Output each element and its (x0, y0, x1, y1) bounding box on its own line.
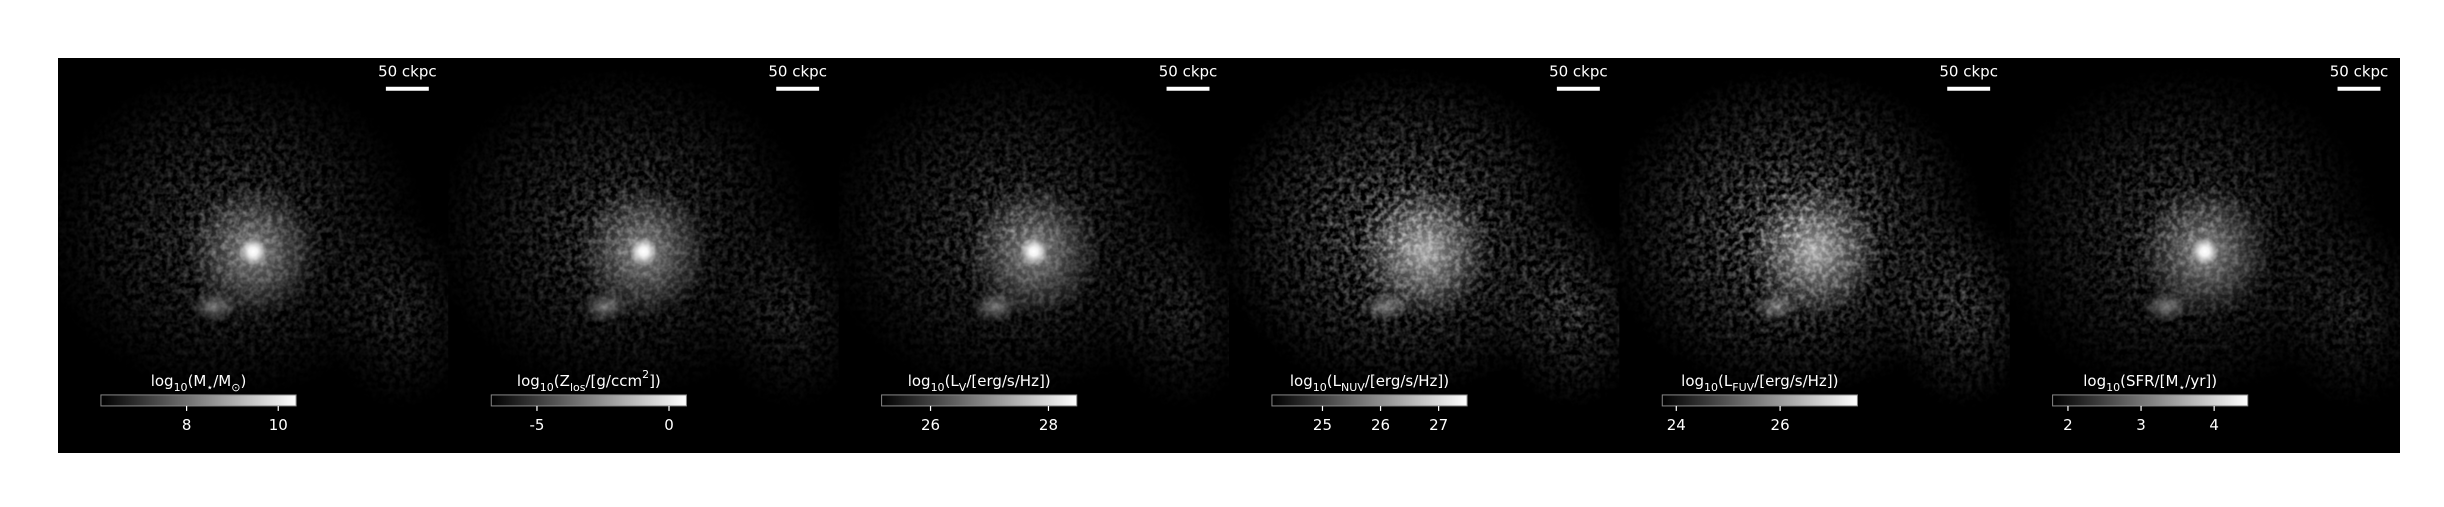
colorbar-tick-label: 4 (2209, 416, 2219, 434)
galaxy-core (2190, 237, 2219, 266)
panel: 50 ckpc log10(SFR/[M⋆/yr]) 2 3 4 (2009, 58, 2400, 453)
galaxy-core (1019, 237, 1048, 266)
label-part: (M (188, 372, 207, 390)
label-part: /[erg/s/Hz]) (966, 372, 1050, 390)
galaxy-core (239, 237, 268, 266)
label-part: los (570, 381, 586, 394)
label-part: /M (213, 372, 231, 390)
galaxy-image (2009, 58, 2400, 453)
colorbar-label: log10(LFUV/[erg/s/Hz]) (1681, 372, 1838, 394)
label-part: /[erg/s/Hz]) (1365, 372, 1449, 390)
label-part: V (959, 381, 967, 394)
colorbar-label: log10(LNUV/[erg/s/Hz]) (1290, 372, 1449, 394)
colorbar-label: log10(Zlos/[g/ccm2]) (517, 368, 661, 394)
galaxy-core (629, 237, 658, 266)
colorbar-label: log10(SFR/[M⋆/yr]) (2083, 372, 2217, 394)
colorbar-tick-label: 25 (1313, 416, 1332, 434)
colorbar-tick-label: 3 (2136, 416, 2146, 434)
scale-label: 50 ckpc (2330, 62, 2389, 80)
colorbar (2052, 394, 2249, 407)
colorbar-tick-label: 27 (1429, 416, 1448, 434)
galaxy-image (1619, 58, 2010, 453)
colorbar-tick-label: -5 (529, 416, 544, 434)
colorbar-tick-label: 2 (2063, 416, 2073, 434)
diffuse-light (1357, 184, 1491, 319)
label-part: /[erg/s/Hz]) (1754, 372, 1838, 390)
colorbar-tick-label: 26 (921, 416, 940, 434)
label-part: (L (945, 372, 960, 390)
label-part: FUV (1732, 381, 1754, 394)
colorbar (490, 394, 687, 407)
colorbar (1271, 394, 1468, 407)
label-part: 10 (1313, 381, 1327, 394)
label-part: log (2083, 372, 2106, 390)
label-part: /yr]) (2185, 372, 2217, 390)
scale-label: 50 ckpc (1549, 62, 1608, 80)
panel: 50 ckpc log10(LFUV/[erg/s/Hz]) 24 26 (1619, 58, 2010, 453)
label-part: ⋆ (206, 381, 213, 394)
satellite (2142, 291, 2190, 323)
label-part: (L (1327, 372, 1342, 390)
colorbar (100, 394, 297, 407)
diffuse-light (1748, 184, 1881, 319)
label-part: 10 (931, 381, 945, 394)
label-part: (Z (554, 372, 570, 390)
colorbar-tick-label: 28 (1039, 416, 1058, 434)
scale-label: 50 ckpc (1159, 62, 1218, 80)
scale-label: 50 ckpc (378, 62, 437, 80)
label-part: 10 (2106, 381, 2120, 394)
scale-label: 50 ckpc (1939, 62, 1998, 80)
scale-label: 50 ckpc (768, 62, 827, 80)
panel: 50 ckpc log10(Zlos/[g/ccm2]) -5 0 (448, 58, 839, 453)
label-part: (L (1718, 372, 1733, 390)
colorbar-tick-label: 26 (1371, 416, 1390, 434)
label-part: log (151, 372, 174, 390)
label-part: log (517, 372, 540, 390)
panel: 50 ckpc log10(LNUV/[erg/s/Hz]) 25 26 27 (1229, 58, 1620, 453)
colorbar-tick-label: 10 (269, 416, 288, 434)
satellite (581, 291, 628, 323)
label-part: (SFR/[M (2120, 372, 2178, 390)
galaxy-image (1229, 58, 1620, 453)
satellite (971, 291, 1019, 323)
label-part: 2 (642, 368, 649, 381)
label-part: ]) (649, 372, 661, 390)
colorbar-tick-label: 0 (664, 416, 674, 434)
label-part: NUV (1341, 381, 1365, 394)
colorbar (881, 394, 1078, 407)
colorbar-label: log10(M⋆/M⊙) (151, 372, 247, 394)
satellite (1361, 291, 1409, 323)
panel: 50 ckpc log10(LV/[erg/s/Hz]) 26 28 (838, 58, 1229, 453)
galaxy-image (58, 58, 449, 453)
label-part: 10 (174, 381, 188, 394)
colorbar-tick-label: 26 (1771, 416, 1790, 434)
colorbar-label: log10(LV/[erg/s/Hz]) (908, 372, 1051, 394)
label-part: log (908, 372, 931, 390)
label-part: 10 (1704, 381, 1718, 394)
label-part: ) (240, 372, 246, 390)
label-part: /[g/ccm (585, 372, 642, 390)
label-part: log (1290, 372, 1313, 390)
satellite (190, 291, 238, 323)
label-part: log (1681, 372, 1704, 390)
colorbar (1661, 394, 1858, 407)
satellite (1752, 291, 1799, 323)
galaxy-image (838, 58, 1229, 453)
label-part: ⋆ (2178, 381, 2185, 394)
label-part: 10 (540, 381, 554, 394)
label-part: ⊙ (231, 381, 240, 394)
galaxy-image (448, 58, 839, 453)
colorbar-tick-label: 24 (1667, 416, 1686, 434)
colorbar-tick-label: 8 (182, 416, 192, 434)
